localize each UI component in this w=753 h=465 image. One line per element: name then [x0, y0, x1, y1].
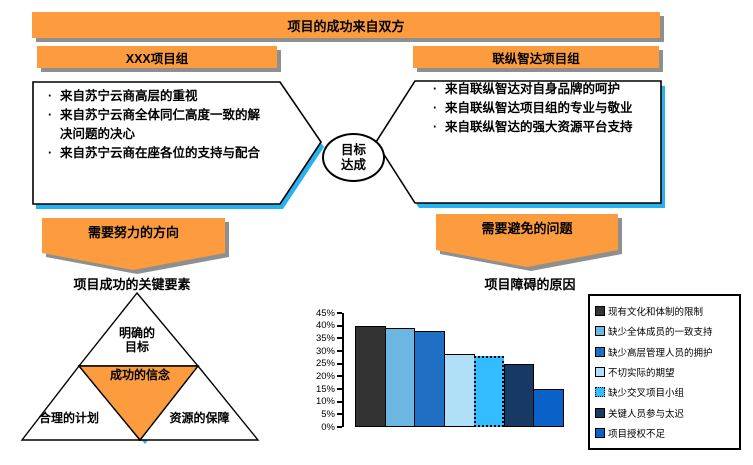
pyramid-shape	[20, 291, 260, 444]
pyramid-right-label: 资源的保障	[169, 411, 230, 425]
bullet-text: 来自苏宁云商高层的重视	[60, 89, 198, 103]
legend-item: 不切实际的期望	[595, 365, 735, 379]
legend-item: 缺少全体成员的一致支持	[595, 324, 735, 338]
goal-label: 目标 达成	[340, 143, 366, 172]
legend-swatch-icon	[595, 326, 605, 337]
legend-label: 缺少全体成员的一致支持	[608, 327, 713, 339]
right-group-banner: 联纵智达项目组	[413, 46, 659, 68]
legend-swatch-icon	[595, 407, 605, 418]
bullet-dot-icon: ·	[433, 82, 438, 96]
y-tick-label: 25%	[315, 358, 335, 370]
chart-bar	[503, 363, 535, 427]
y-tick-mark	[337, 400, 342, 403]
chart-bar	[444, 353, 475, 427]
avoid-arrow-label: 需要避免的问题	[481, 221, 573, 236]
left-group-bullets: · 来自苏宁云商高层的重视 · 来自苏宁云商全体同仁高度一致的解决问题的决心 · 来自苏宁…	[47, 87, 263, 163]
avoid-arrow-body	[436, 214, 618, 267]
bullet-item: · 来自联纵智达对自身品牌的呵护	[432, 80, 664, 99]
y-tick-mark	[337, 337, 342, 340]
legend-item: 缺少高层管理人员的拥护	[595, 345, 735, 359]
right-chevron-body	[375, 80, 662, 204]
bullet-text: 来自苏宁云商全体同仁高度一致的解决问题的决心	[60, 108, 261, 141]
y-tick-label: 5%	[321, 408, 335, 420]
direction-arrow-body	[42, 218, 225, 270]
chart-bar	[355, 325, 386, 427]
y-tick-label: 35%	[315, 332, 335, 344]
bullet-text: 来自联纵智达项目组的专业与敬业	[445, 101, 633, 115]
bullet-dot-icon: ·	[48, 146, 53, 160]
y-tick-label: 30%	[315, 345, 335, 357]
y-axis-line	[342, 313, 344, 427]
y-tick-mark	[337, 362, 342, 365]
bullet-text: 来自联纵智达的强大资源平台支持	[445, 120, 633, 134]
left-group-banner: XXX项目组	[37, 46, 277, 68]
y-tick-label: 20%	[315, 370, 335, 382]
legend-label: 关键人员参与太迟	[608, 408, 685, 420]
direction-arrow-shape	[42, 218, 229, 274]
y-tick-label: 45%	[315, 307, 335, 319]
legend-swatch-icon	[595, 427, 605, 438]
legend-label: 不切实际的期望	[608, 367, 675, 379]
pyramid-title: 项目成功的关键要素	[73, 277, 191, 292]
legend-swatch-icon	[595, 346, 605, 357]
direction-arrow-label: 需要努力的方向	[87, 225, 179, 240]
y-tick-mark	[337, 413, 342, 416]
left-chevron-body	[32, 81, 322, 205]
y-tick-mark	[337, 388, 342, 390]
y-tick-mark	[337, 350, 342, 352]
chart-bar	[473, 356, 505, 427]
right-chevron-shape	[375, 80, 665, 208]
chart-bar	[384, 328, 416, 427]
legend-label: 现有文化和体制的限制	[608, 307, 704, 318]
legend-swatch-icon	[595, 306, 605, 316]
bullet-item: · 来自苏宁云商全体同仁高度一致的解决问题的决心	[47, 106, 263, 144]
pyramid-top-label: 明确的 目标	[118, 326, 155, 354]
y-tick-label: 15%	[315, 383, 335, 395]
legend-label: 缺少交叉项目小组	[608, 388, 685, 400]
legend-label: 缺少高层管理人员的拥护	[608, 347, 713, 359]
legend-item: 关键人员参与太迟	[595, 406, 735, 420]
y-tick-mark	[337, 375, 342, 378]
bullet-text: 来自联纵智达对自身品牌的呵护	[445, 82, 621, 96]
chart-bar	[414, 330, 446, 427]
left-chevron-shape	[32, 81, 324, 209]
pyramid-left-label: 合理的计划	[38, 411, 99, 425]
bullet-dot-icon: ·	[433, 120, 438, 134]
avoid-arrow-shape	[436, 214, 622, 271]
legend-swatch-icon	[595, 387, 605, 398]
bullet-dot-icon: ·	[48, 108, 53, 122]
y-tick-mark	[337, 426, 342, 428]
right-group-title: 联纵智达项目组	[492, 51, 580, 66]
bullet-dot-icon: ·	[48, 89, 53, 103]
y-tick-label: 40%	[315, 320, 335, 332]
legend-label: 项目授权不足	[608, 428, 666, 440]
bullet-item: · 来自苏宁云商高层的重视	[47, 87, 263, 106]
bullet-text: 来自苏宁云商在座各位的支持与配合	[60, 146, 261, 160]
bar-chart: 45% 40% 35% 30% 25% 20% 15% 10% 5% 0%	[305, 305, 590, 440]
bullet-dot-icon: ·	[433, 101, 438, 115]
chart-bar	[533, 389, 564, 427]
right-group-bullets: · 来自联纵智达对自身品牌的呵护 · 来自联纵智达项目组的专业与敬业 · 来自联纵智达的强…	[432, 80, 664, 137]
y-tick-mark	[337, 312, 342, 314]
main-title-banner: 项目的成功来自双方	[32, 12, 660, 38]
bullet-item: · 来自联纵智达的强大资源平台支持	[432, 118, 664, 137]
left-group-title: XXX项目组	[125, 51, 189, 66]
pyramid-center-segment	[77, 365, 200, 442]
bullet-item: · 来自苏宁云商在座各位的支持与配合	[47, 144, 263, 163]
goal-ellipse: 目标 达成	[322, 133, 385, 182]
legend-swatch-icon	[595, 366, 605, 377]
chart-title: 项目障碍的原因	[484, 277, 576, 292]
pyramid-center-label: 成功的信念	[109, 368, 170, 382]
chart-legend: 现有文化和体制的限制 缺少全体成员的一致支持 缺少高层管理人员的拥护 不切实际的期望缺…	[588, 294, 741, 450]
legend-item: 现有文化和体制的限制	[595, 304, 735, 318]
y-tick-label: 10%	[315, 396, 335, 408]
y-tick-label: 0%	[321, 421, 335, 433]
legend-item: 缺少交叉项目小组	[595, 385, 735, 399]
y-tick-mark	[337, 324, 342, 327]
legend-item: 项目授权不足	[595, 426, 735, 440]
main-title: 项目的成功来自双方	[287, 18, 405, 34]
bullet-item: · 来自联纵智达项目组的专业与敬业	[432, 99, 664, 118]
